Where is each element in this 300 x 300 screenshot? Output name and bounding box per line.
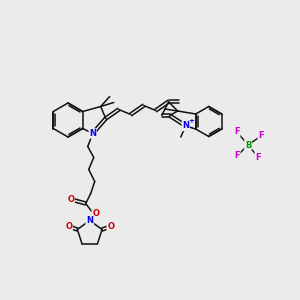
- Text: O: O: [65, 222, 72, 231]
- Text: O: O: [92, 209, 99, 218]
- Text: O: O: [107, 222, 114, 231]
- Text: O: O: [67, 195, 74, 204]
- Text: F: F: [234, 152, 240, 160]
- Text: N: N: [182, 122, 189, 130]
- Text: F: F: [255, 152, 261, 161]
- Text: F: F: [258, 131, 264, 140]
- Text: B: B: [245, 140, 251, 149]
- Text: +: +: [188, 118, 194, 124]
- Text: F: F: [234, 128, 240, 136]
- Text: N: N: [89, 129, 96, 138]
- Text: N: N: [86, 216, 93, 225]
